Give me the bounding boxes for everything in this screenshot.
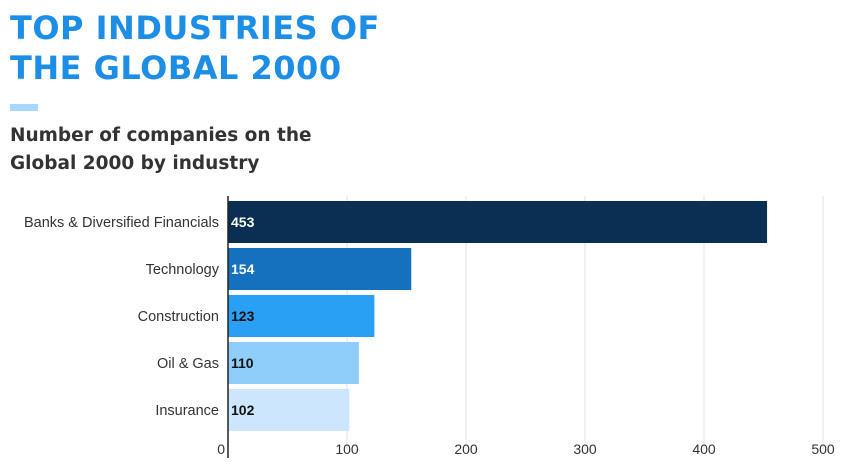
x-tick-label: 400	[692, 441, 716, 457]
category-label: Construction	[138, 309, 219, 325]
data-label: 123	[231, 308, 255, 324]
x-tick-label: 500	[811, 441, 835, 457]
chart-subtitle: Number of companies on the Global 2000 b…	[10, 125, 312, 174]
title-accent-bar	[10, 104, 38, 111]
category-label: Technology	[146, 262, 220, 278]
data-label: 453	[231, 214, 255, 230]
category-label: Insurance	[155, 403, 219, 419]
bar	[228, 389, 350, 431]
chart-title: TOP INDUSTRIES OF THE GLOBAL 2000	[10, 9, 380, 87]
x-tick-label: 0	[217, 441, 225, 457]
data-label: 110	[231, 355, 254, 371]
bar	[228, 342, 359, 384]
bar	[228, 201, 768, 243]
bar	[228, 248, 412, 290]
category-label: Banks & Diversified Financials	[24, 215, 219, 231]
x-tick-label: 200	[454, 441, 478, 457]
data-label: 154	[231, 261, 255, 277]
category-label: Oil & Gas	[157, 356, 219, 372]
x-tick-label: 300	[573, 441, 597, 457]
data-label: 102	[231, 402, 255, 418]
x-tick-label: 100	[335, 441, 359, 457]
bar	[228, 295, 375, 337]
